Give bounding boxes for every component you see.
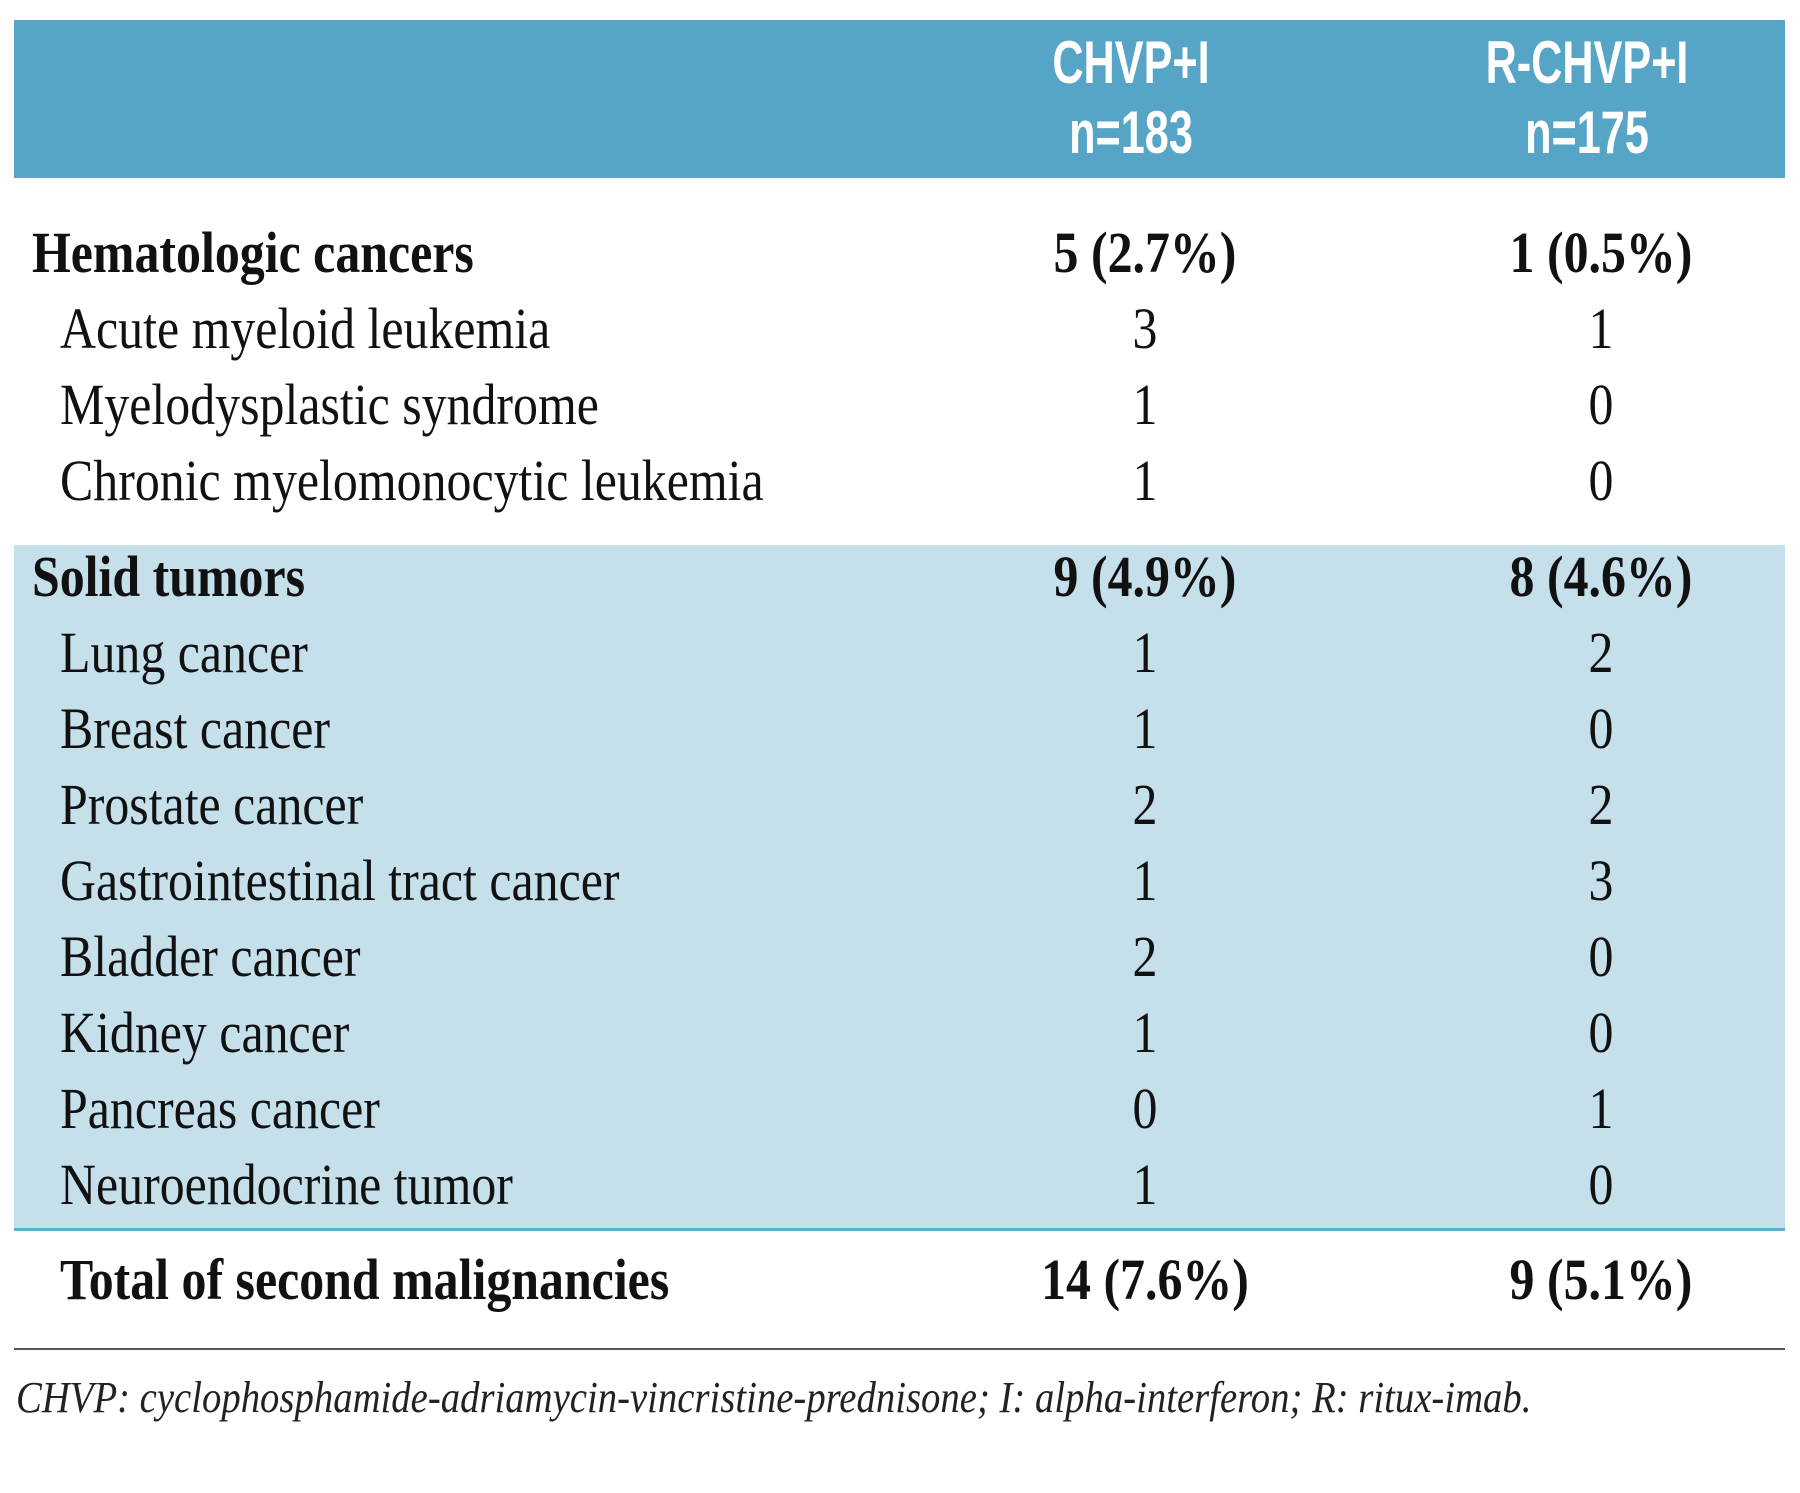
- table-row: Pancreas cancer 0 1: [14, 1071, 1785, 1147]
- cell-chvp-i: 3: [1132, 296, 1158, 361]
- cell-r-chvp-i: 0: [1588, 924, 1614, 989]
- table-row: Neuroendocrine tumor 1 0: [14, 1147, 1785, 1223]
- cell-chvp-i: 1: [1132, 372, 1158, 437]
- table-row: Prostate cancer 2 2: [14, 767, 1785, 843]
- row-label: Breast cancer: [60, 696, 331, 761]
- cell-r-chvp-i: 3: [1588, 848, 1614, 913]
- table-group-row: Solid tumors 9 (4.9%) 8 (4.6%): [14, 539, 1785, 615]
- table-header: CHVP+I n=183 R-CHVP+I n=175: [14, 20, 1785, 178]
- cell-chvp-i: 1: [1132, 620, 1158, 685]
- column-title: CHVP+I: [1052, 29, 1210, 96]
- cell-r-chvp-i: 9 (5.1%): [1509, 1247, 1693, 1312]
- table-row: Bladder cancer 2 0: [14, 919, 1785, 995]
- cell-r-chvp-i: 8 (4.6%): [1509, 544, 1693, 609]
- table-row: Breast cancer 1 0: [14, 691, 1785, 767]
- cell-r-chvp-i: 1 (0.5%): [1509, 220, 1693, 285]
- cell-chvp-i: 5 (2.7%): [1053, 220, 1237, 285]
- solid-tumors-section-background: [14, 545, 1785, 1231]
- row-label: Acute myeloid leukemia: [60, 296, 551, 361]
- cell-chvp-i: 9 (4.9%): [1053, 544, 1237, 609]
- table-bottom-rule: [14, 1348, 1785, 1350]
- row-label: Lung cancer: [60, 620, 308, 685]
- row-label: Kidney cancer: [60, 1000, 350, 1065]
- cell-chvp-i: 0: [1132, 1076, 1158, 1141]
- row-label: Prostate cancer: [60, 772, 364, 837]
- row-label: Hematologic cancers: [32, 220, 474, 285]
- column-title: R-CHVP+I: [1485, 29, 1689, 96]
- column-n: n=175: [1525, 99, 1649, 166]
- cell-chvp-i: 14 (7.6%): [1041, 1247, 1249, 1312]
- column-n: n=183: [1069, 99, 1193, 166]
- cell-chvp-i: 1: [1132, 1000, 1158, 1065]
- row-label: Bladder cancer: [60, 924, 361, 989]
- cell-r-chvp-i: 0: [1588, 1000, 1614, 1065]
- table-row: Lung cancer 1 2: [14, 615, 1785, 691]
- row-label: Total of second malignancies: [60, 1247, 670, 1312]
- cell-r-chvp-i: 0: [1588, 696, 1614, 761]
- table-group-row: Hematologic cancers 5 (2.7%) 1 (0.5%): [14, 215, 1785, 291]
- cell-r-chvp-i: 0: [1588, 1152, 1614, 1217]
- cell-r-chvp-i: 0: [1588, 448, 1614, 513]
- cell-chvp-i: 1: [1132, 448, 1158, 513]
- table-footnote: CHVP: cyclophosphamide-adriamycin-vincri…: [16, 1373, 1532, 1422]
- cell-chvp-i: 1: [1132, 1152, 1158, 1217]
- cell-r-chvp-i: 2: [1588, 772, 1614, 837]
- table-row: Acute myeloid leukemia 3 1: [14, 291, 1785, 367]
- total-row: Total of second malignancies 14 (7.6%) 9…: [14, 1242, 1785, 1318]
- row-label: Gastrointestinal tract cancer: [60, 848, 620, 913]
- cell-r-chvp-i: 1: [1588, 296, 1614, 361]
- cell-chvp-i: 1: [1132, 696, 1158, 761]
- cell-chvp-i: 1: [1132, 848, 1158, 913]
- table-row: Chronic myelomonocytic leukemia 1 0: [14, 443, 1785, 519]
- column-header-r-chvp-i: R-CHVP+I n=175: [1457, 28, 1716, 168]
- cell-r-chvp-i: 0: [1588, 372, 1614, 437]
- row-label: Myelodysplastic syndrome: [60, 372, 599, 437]
- table-row: Myelodysplastic syndrome 1 0: [14, 367, 1785, 443]
- cell-r-chvp-i: 2: [1588, 620, 1614, 685]
- row-label: Pancreas cancer: [60, 1076, 380, 1141]
- row-label: Solid tumors: [32, 544, 306, 609]
- table-row: Kidney cancer 1 0: [14, 995, 1785, 1071]
- cell-chvp-i: 2: [1132, 924, 1158, 989]
- cell-chvp-i: 2: [1132, 772, 1158, 837]
- table-row: Gastrointestinal tract cancer 1 3: [14, 843, 1785, 919]
- column-header-chvp-i: CHVP+I n=183: [1001, 28, 1260, 168]
- cell-r-chvp-i: 1: [1588, 1076, 1614, 1141]
- row-label: Chronic myelomonocytic leukemia: [60, 448, 764, 513]
- row-label: Neuroendocrine tumor: [60, 1152, 513, 1217]
